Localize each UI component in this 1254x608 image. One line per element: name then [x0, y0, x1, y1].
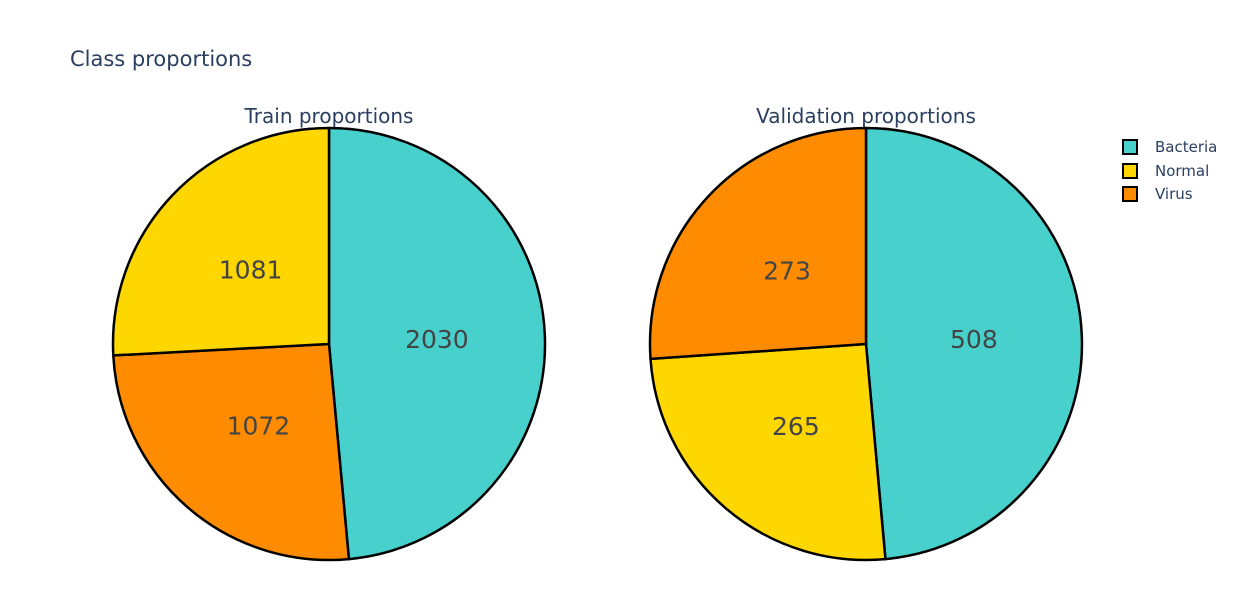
slice-label-bacteria: 2030 — [405, 325, 469, 354]
legend-item-bacteria[interactable]: Bacteria — [1122, 138, 1217, 156]
legend-item-normal[interactable]: Normal — [1122, 162, 1209, 180]
slice-label-bacteria: 508 — [950, 325, 998, 354]
legend-swatch-virus — [1122, 186, 1138, 202]
validation-pie-title: Validation proportions — [756, 104, 976, 128]
chart-title: Class proportions — [70, 47, 252, 71]
validation-pie: Validation proportions 508 265 273 — [648, 104, 1084, 562]
slice-label-virus: 1072 — [227, 412, 291, 441]
legend-swatch-bacteria — [1122, 139, 1138, 155]
pie-slice-bacteria[interactable] — [327, 126, 547, 561]
pie-slice-normal[interactable] — [111, 126, 331, 357]
legend-label-normal: Normal — [1155, 162, 1209, 180]
slice-label-normal: 1081 — [219, 256, 283, 285]
slice-label-virus: 273 — [763, 256, 811, 285]
train-pie: Train proportions 2030 1072 1081 — [111, 104, 547, 562]
train-pie-title: Train proportions — [244, 104, 414, 128]
pie-slice-virus[interactable] — [112, 342, 351, 562]
legend-label-virus: Virus — [1155, 185, 1193, 203]
legend-label-bacteria: Bacteria — [1155, 138, 1217, 156]
pie-slice-bacteria[interactable] — [864, 126, 1084, 561]
legend-item-virus[interactable]: Virus — [1122, 185, 1193, 203]
legend[interactable]: Bacteria Normal Virus — [1122, 138, 1217, 203]
slice-label-normal: 265 — [772, 412, 820, 441]
pie-slice-virus[interactable] — [648, 126, 868, 361]
pie-slice-normal[interactable] — [649, 342, 887, 562]
legend-swatch-normal — [1122, 163, 1138, 179]
